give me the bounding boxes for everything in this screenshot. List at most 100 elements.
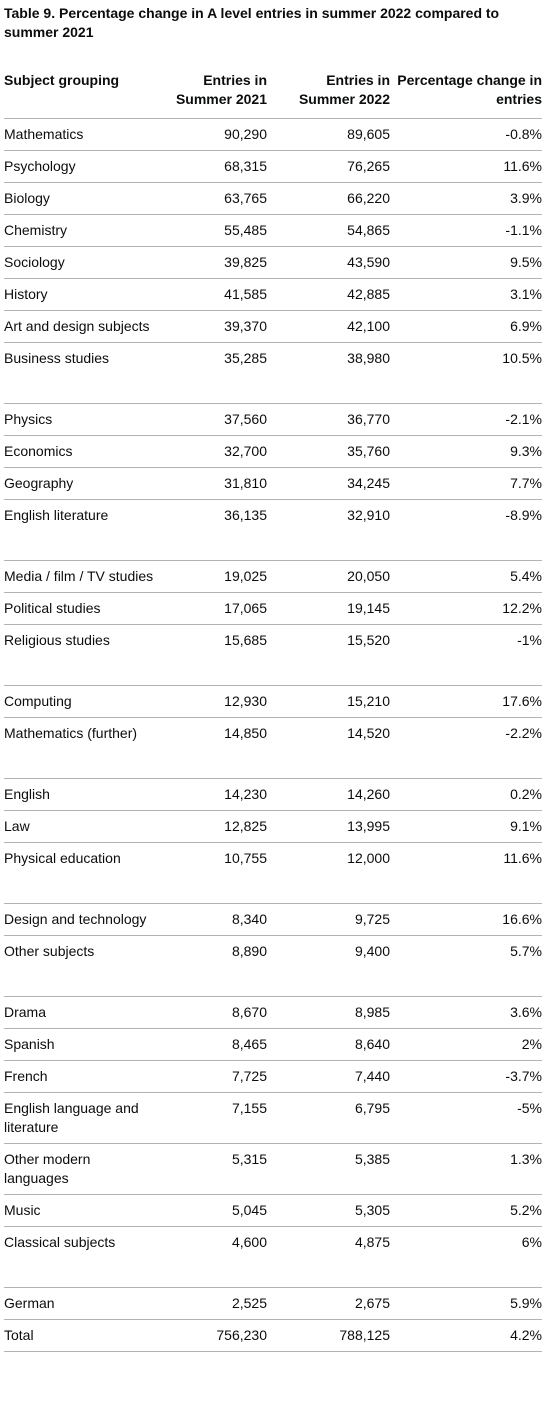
table-row: Mathematics (further) 14,850 14,520 -2.2% [4, 717, 542, 779]
table-row: Physics 37,560 36,770 -2.1% [4, 403, 542, 436]
cell-subject: Mathematics [4, 118, 154, 151]
table-row: Geography 31,810 34,245 7.7% [4, 467, 542, 500]
table-row: Law 12,825 13,995 9.1% [4, 810, 542, 843]
cell-entries-2022: 5,305 [267, 1194, 390, 1227]
table-row: Design and technology 8,340 9,725 16.6% [4, 903, 542, 936]
cell-entries-2022: 13,995 [267, 810, 390, 843]
cell-entries-2022: 7,440 [267, 1060, 390, 1093]
cell-subject: Geography [4, 467, 154, 500]
cell-entries-2022: 89,605 [267, 118, 390, 151]
table-row: Mathematics 90,290 89,605 -0.8% [4, 118, 542, 151]
cell-percentage-change: 9.5% [390, 246, 542, 279]
cell-subject: Mathematics (further) [4, 717, 154, 779]
cell-entries-2021: 7,725 [154, 1060, 267, 1093]
cell-subject: Law [4, 810, 154, 843]
table-row: Other subjects 8,890 9,400 5.7% [4, 935, 542, 997]
cell-entries-2021: 14,230 [154, 778, 267, 811]
table-row: Business studies 35,285 38,980 10.5% [4, 342, 542, 404]
cell-entries-2021: 756,230 [154, 1319, 267, 1352]
cell-entries-2021: 2,525 [154, 1287, 267, 1320]
cell-subject: Biology [4, 182, 154, 215]
cell-subject: Drama [4, 996, 154, 1029]
table-row: English literature 36,135 32,910 -8.9% [4, 499, 542, 561]
cell-subject: Chemistry [4, 214, 154, 247]
cell-entries-2021: 12,930 [154, 685, 267, 718]
cell-entries-2022: 54,865 [267, 214, 390, 247]
cell-entries-2022: 788,125 [267, 1319, 390, 1352]
cell-entries-2021: 10,755 [154, 842, 267, 904]
cell-subject: Psychology [4, 150, 154, 183]
cell-entries-2022: 14,260 [267, 778, 390, 811]
entries-table: Subject grouping Entries in Summer 2021 … [4, 71, 542, 1352]
cell-entries-2022: 9,725 [267, 903, 390, 936]
table-row: Other modern languages 5,315 5,385 1.3% [4, 1143, 542, 1195]
cell-entries-2021: 68,315 [154, 150, 267, 183]
cell-percentage-change: -1% [390, 624, 542, 686]
cell-entries-2021: 90,290 [154, 118, 267, 151]
cell-entries-2021: 37,560 [154, 403, 267, 436]
cell-entries-2022: 43,590 [267, 246, 390, 279]
cell-entries-2022: 19,145 [267, 592, 390, 625]
header-entries-2021: Entries in Summer 2021 [154, 71, 267, 119]
cell-subject: English literature [4, 499, 154, 561]
cell-entries-2022: 12,000 [267, 842, 390, 904]
cell-percentage-change: 9.3% [390, 435, 542, 468]
cell-percentage-change: 10.5% [390, 342, 542, 404]
cell-entries-2022: 20,050 [267, 560, 390, 593]
cell-entries-2021: 55,485 [154, 214, 267, 247]
cell-subject: Sociology [4, 246, 154, 279]
table-row: German 2,525 2,675 5.9% [4, 1287, 542, 1320]
cell-percentage-change: 1.3% [390, 1143, 542, 1195]
cell-percentage-change: 5.9% [390, 1287, 542, 1320]
cell-percentage-change: 3.6% [390, 996, 542, 1029]
cell-entries-2022: 42,885 [267, 278, 390, 311]
cell-subject: Political studies [4, 592, 154, 625]
cell-subject: Classical subjects [4, 1226, 154, 1288]
header-percentage-change: Percentage change in entries [390, 71, 542, 119]
cell-percentage-change: 16.6% [390, 903, 542, 936]
table-row: Total 756,230 788,125 4.2% [4, 1319, 542, 1352]
cell-entries-2022: 15,210 [267, 685, 390, 718]
table-row: Religious studies 15,685 15,520 -1% [4, 624, 542, 686]
cell-entries-2022: 8,985 [267, 996, 390, 1029]
cell-entries-2022: 35,760 [267, 435, 390, 468]
cell-entries-2021: 41,585 [154, 278, 267, 311]
cell-entries-2022: 4,875 [267, 1226, 390, 1288]
cell-entries-2022: 66,220 [267, 182, 390, 215]
header-entries-2022: Entries in Summer 2022 [267, 71, 390, 119]
cell-subject: English [4, 778, 154, 811]
cell-entries-2022: 5,385 [267, 1143, 390, 1195]
cell-percentage-change: 11.6% [390, 842, 542, 904]
cell-percentage-change: 11.6% [390, 150, 542, 183]
cell-subject: Music [4, 1194, 154, 1227]
table-row: Media / film / TV studies 19,025 20,050 5.4… [4, 560, 542, 593]
table-row: Classical subjects 4,600 4,875 6% [4, 1226, 542, 1288]
cell-percentage-change: 7.7% [390, 467, 542, 500]
cell-entries-2022: 42,100 [267, 310, 390, 343]
cell-subject: Physics [4, 403, 154, 436]
cell-entries-2021: 7,155 [154, 1092, 267, 1144]
table-row: Spanish 8,465 8,640 2% [4, 1028, 542, 1061]
table-row: Biology 63,765 66,220 3.9% [4, 182, 542, 215]
cell-entries-2021: 35,285 [154, 342, 267, 404]
cell-subject: English language and literature [4, 1092, 154, 1144]
cell-entries-2022: 15,520 [267, 624, 390, 686]
cell-percentage-change: 3.9% [390, 182, 542, 215]
cell-percentage-change: 3.1% [390, 278, 542, 311]
cell-entries-2021: 5,315 [154, 1143, 267, 1195]
cell-entries-2022: 36,770 [267, 403, 390, 436]
cell-subject: Art and design subjects [4, 310, 154, 343]
header-row: Subject grouping Entries in Summer 2021 … [4, 71, 542, 119]
cell-entries-2021: 15,685 [154, 624, 267, 686]
cell-percentage-change: 12.2% [390, 592, 542, 625]
cell-percentage-change: 4.2% [390, 1319, 542, 1352]
cell-entries-2021: 39,825 [154, 246, 267, 279]
cell-percentage-change: 9.1% [390, 810, 542, 843]
cell-subject: Media / film / TV studies [4, 560, 154, 593]
cell-subject: Business studies [4, 342, 154, 404]
table-row: Sociology 39,825 43,590 9.5% [4, 246, 542, 279]
cell-entries-2021: 32,700 [154, 435, 267, 468]
cell-percentage-change: 5.4% [390, 560, 542, 593]
cell-percentage-change: -8.9% [390, 499, 542, 561]
cell-subject: Other subjects [4, 935, 154, 997]
